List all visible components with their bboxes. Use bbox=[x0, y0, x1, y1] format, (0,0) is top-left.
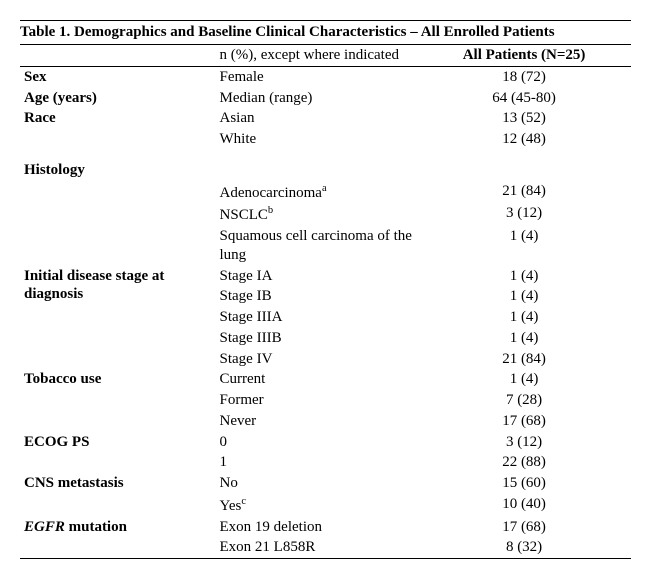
cell-val: 1 (4) bbox=[417, 307, 631, 328]
row-label-cns: CNS metastasis bbox=[20, 473, 216, 494]
cell-sub: Asian bbox=[216, 108, 418, 129]
cell-val: 13 (52) bbox=[417, 108, 631, 129]
cell-val: 1 (4) bbox=[417, 226, 631, 266]
row-label-histology: Histology bbox=[20, 160, 216, 181]
spacer-row bbox=[20, 150, 631, 160]
cell-val: 1 (4) bbox=[417, 266, 631, 287]
cell-val: 21 (84) bbox=[417, 349, 631, 370]
table-row: Histology bbox=[20, 160, 631, 181]
cell-val: 10 (40) bbox=[417, 494, 631, 517]
table-row: Squamous cell carcinoma of the lung 1 (4… bbox=[20, 226, 631, 266]
row-label-age: Age (years) bbox=[20, 88, 216, 109]
cell-val: 12 (48) bbox=[417, 129, 631, 150]
cell-val: 17 (68) bbox=[417, 517, 631, 538]
header-val: All Patients (N=25) bbox=[417, 45, 631, 66]
table-row: Sex Female 18 (72) bbox=[20, 66, 631, 87]
cell-val: 21 (84) bbox=[417, 181, 631, 204]
header-row: n (%), except where indicated All Patien… bbox=[20, 45, 631, 66]
cell-sub: Adenocarcinomaa bbox=[216, 181, 418, 204]
cell-sub: Never bbox=[216, 411, 418, 432]
cell-sub: Exon 21 L858R bbox=[216, 537, 418, 558]
table-row: EGFR mutation Exon 19 deletion 17 (68) bbox=[20, 517, 631, 538]
row-label-ecog: ECOG PS bbox=[20, 432, 216, 453]
cell-sub: 0 bbox=[216, 432, 418, 453]
cell-sub: Former bbox=[216, 390, 418, 411]
cell-sub: White bbox=[216, 129, 418, 150]
cell-val: 7 (28) bbox=[417, 390, 631, 411]
table-row: Initial disease stage at diagnosis Stage… bbox=[20, 266, 631, 287]
table-row: Former 7 (28) bbox=[20, 390, 631, 411]
table-row: Stage IIIB 1 (4) bbox=[20, 328, 631, 349]
header-sub: n (%), except where indicated bbox=[216, 45, 418, 66]
cell-sub: Female bbox=[216, 66, 418, 87]
table-row: Exon 21 L858R 8 (32) bbox=[20, 537, 631, 558]
cell-val: 8 (32) bbox=[417, 537, 631, 558]
table-row: Age (years) Median (range) 64 (45-80) bbox=[20, 88, 631, 109]
cell-sub: Squamous cell carcinoma of the lung bbox=[216, 226, 418, 266]
table-row: Stage IIIA 1 (4) bbox=[20, 307, 631, 328]
cell-sub: Stage IV bbox=[216, 349, 418, 370]
table-row: Adenocarcinomaa 21 (84) bbox=[20, 181, 631, 204]
cell-sub: Stage IA bbox=[216, 266, 418, 287]
cell-val: 18 (72) bbox=[417, 66, 631, 87]
table-row: Stage IV 21 (84) bbox=[20, 349, 631, 370]
cell-val: 22 (88) bbox=[417, 452, 631, 473]
cell-sub: Stage IB bbox=[216, 286, 418, 307]
table-row: Never 17 (68) bbox=[20, 411, 631, 432]
row-label-race: Race bbox=[20, 108, 216, 129]
cell-sub: Median (range) bbox=[216, 88, 418, 109]
row-label-egfr: EGFR mutation bbox=[20, 517, 216, 538]
table-row: Race Asian 13 (52) bbox=[20, 108, 631, 129]
table-row: NSCLCb 3 (12) bbox=[20, 203, 631, 226]
cell-val: 64 (45-80) bbox=[417, 88, 631, 109]
cell-val: 1 (4) bbox=[417, 286, 631, 307]
table-row: ECOG PS 0 3 (12) bbox=[20, 432, 631, 453]
cell-sub: NSCLCb bbox=[216, 203, 418, 226]
cell-val: 3 (12) bbox=[417, 203, 631, 226]
cell-val: 1 (4) bbox=[417, 328, 631, 349]
demographics-table: n (%), except where indicated All Patien… bbox=[20, 45, 631, 559]
table-row: White 12 (48) bbox=[20, 129, 631, 150]
cell-sub: Stage IIIA bbox=[216, 307, 418, 328]
cell-sub: Exon 19 deletion bbox=[216, 517, 418, 538]
cell-val: 1 (4) bbox=[417, 369, 631, 390]
row-label-stage: Initial disease stage at diagnosis bbox=[20, 266, 216, 308]
row-label-tobacco: Tobacco use bbox=[20, 369, 216, 390]
table-row: 1 22 (88) bbox=[20, 452, 631, 473]
table-title: Table 1. Demographics and Baseline Clini… bbox=[20, 20, 631, 45]
cell-sub: No bbox=[216, 473, 418, 494]
row-label-sex: Sex bbox=[20, 66, 216, 87]
cell-val: 17 (68) bbox=[417, 411, 631, 432]
table-row: CNS metastasis No 15 (60) bbox=[20, 473, 631, 494]
cell-sub: Current bbox=[216, 369, 418, 390]
cell-val: 3 (12) bbox=[417, 432, 631, 453]
cell-val: 15 (60) bbox=[417, 473, 631, 494]
table-row: Yesc 10 (40) bbox=[20, 494, 631, 517]
cell-sub: Yesc bbox=[216, 494, 418, 517]
cell-sub: Stage IIIB bbox=[216, 328, 418, 349]
table-row: Tobacco use Current 1 (4) bbox=[20, 369, 631, 390]
cell-sub: 1 bbox=[216, 452, 418, 473]
